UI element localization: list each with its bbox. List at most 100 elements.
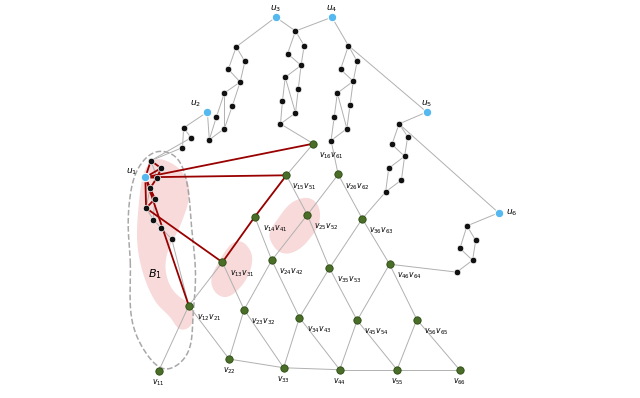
Point — [141, 205, 151, 211]
Text: $u_4$: $u_4$ — [326, 3, 337, 14]
Point — [329, 113, 339, 120]
Point — [348, 78, 358, 84]
Point — [235, 79, 245, 85]
Point — [342, 125, 352, 132]
Point — [399, 153, 410, 160]
Point — [403, 133, 413, 140]
Text: $v_{25}v_{52}$: $v_{25}v_{52}$ — [314, 221, 339, 232]
Point — [333, 171, 343, 178]
Point — [240, 58, 250, 64]
Point — [154, 368, 164, 374]
Point — [148, 217, 158, 223]
Point — [455, 245, 465, 252]
Point — [179, 125, 189, 131]
Text: $v_{24}v_{42}$: $v_{24}v_{42}$ — [279, 267, 303, 277]
Point — [345, 102, 355, 108]
Point — [280, 74, 291, 80]
Text: $B_1$: $B_1$ — [148, 267, 162, 281]
Text: $v_{34}v_{43}$: $v_{34}v_{43}$ — [307, 324, 331, 335]
Text: $v_{11}$: $v_{11}$ — [152, 378, 165, 388]
Polygon shape — [269, 198, 320, 254]
Point — [293, 86, 303, 92]
Point — [327, 14, 337, 20]
Text: $v_{26}v_{62}$: $v_{26}v_{62}$ — [346, 181, 370, 191]
Text: $v_{33}$: $v_{33}$ — [277, 375, 290, 385]
Text: $u_2$: $u_2$ — [190, 99, 202, 109]
Text: $u_6$: $u_6$ — [506, 208, 517, 218]
Point — [140, 174, 150, 180]
Point — [220, 125, 230, 132]
Point — [267, 257, 277, 263]
Point — [278, 365, 289, 371]
Point — [275, 121, 285, 127]
Point — [462, 223, 472, 229]
Point — [296, 62, 306, 68]
Point — [357, 216, 367, 222]
Point — [324, 265, 335, 271]
Point — [326, 137, 336, 144]
Point — [308, 140, 319, 147]
Text: $u_1$: $u_1$ — [126, 166, 138, 177]
Point — [271, 14, 281, 20]
Point — [145, 185, 155, 191]
Text: $v_{45}v_{54}$: $v_{45}v_{54}$ — [364, 327, 388, 338]
Point — [335, 367, 345, 373]
Point — [282, 51, 292, 57]
Text: $v_{35}v_{53}$: $v_{35}v_{53}$ — [337, 275, 361, 285]
Text: $v_{12}v_{21}$: $v_{12}v_{21}$ — [196, 312, 221, 323]
Point — [282, 172, 292, 178]
Point — [352, 58, 362, 64]
Point — [277, 98, 287, 104]
Point — [231, 44, 241, 50]
Point — [396, 177, 406, 183]
Text: $v_{14}v_{41}$: $v_{14}v_{41}$ — [262, 223, 287, 234]
Point — [152, 174, 163, 181]
Point — [454, 367, 465, 373]
Text: $v_{36}v_{63}$: $v_{36}v_{63}$ — [369, 225, 394, 236]
Point — [291, 110, 301, 116]
Point — [352, 317, 362, 324]
Point — [392, 367, 402, 373]
Point — [470, 237, 481, 244]
Text: $v_{46}v_{64}$: $v_{46}v_{64}$ — [397, 271, 421, 281]
Text: $v_{44}$: $v_{44}$ — [333, 377, 346, 387]
Point — [204, 137, 214, 143]
Point — [150, 196, 160, 202]
Point — [302, 212, 312, 218]
Point — [224, 356, 234, 362]
Point — [467, 257, 477, 263]
Point — [146, 158, 156, 164]
Point — [186, 135, 196, 141]
Point — [412, 316, 422, 323]
Point — [211, 113, 221, 120]
Point — [394, 121, 404, 127]
Point — [493, 210, 504, 216]
Point — [184, 302, 194, 309]
Text: $v_{55}$: $v_{55}$ — [390, 377, 403, 387]
Point — [385, 261, 395, 267]
Text: $v_{13}v_{31}$: $v_{13}v_{31}$ — [230, 269, 255, 279]
Polygon shape — [211, 242, 252, 297]
Text: $v_{16}v_{61}$: $v_{16}v_{61}$ — [319, 150, 344, 161]
Text: $u_3$: $u_3$ — [270, 3, 282, 14]
Point — [452, 269, 462, 275]
Point — [383, 165, 394, 172]
Point — [202, 109, 212, 115]
Point — [250, 214, 260, 220]
Point — [227, 103, 237, 109]
Point — [220, 90, 230, 96]
Point — [299, 43, 309, 49]
Polygon shape — [137, 159, 193, 330]
Text: $v_{56}v_{65}$: $v_{56}v_{65}$ — [424, 326, 448, 337]
Point — [422, 109, 432, 115]
Point — [239, 306, 249, 313]
Text: $u_5$: $u_5$ — [421, 98, 432, 109]
Point — [156, 224, 166, 231]
Point — [294, 314, 305, 321]
Point — [335, 66, 346, 72]
Point — [217, 259, 227, 265]
Point — [156, 165, 166, 172]
Point — [381, 189, 391, 195]
Text: $v_{66}$: $v_{66}$ — [453, 377, 466, 387]
Point — [177, 144, 188, 151]
